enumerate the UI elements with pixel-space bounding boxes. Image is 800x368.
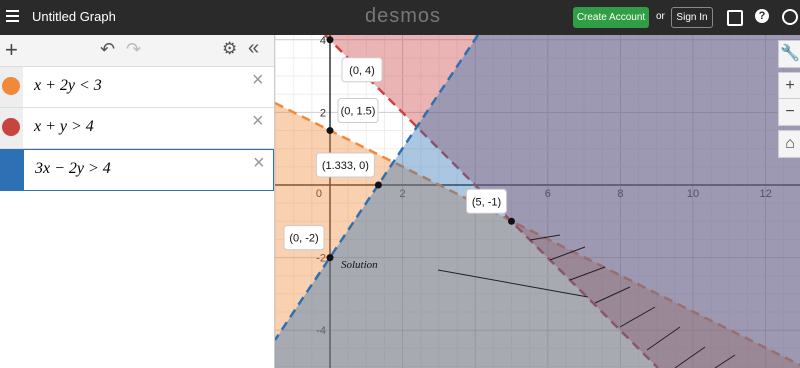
share-icon[interactable] [727,10,743,26]
help-icon[interactable]: ? [755,9,769,23]
hatch-line [674,346,706,368]
annotation-pointer [437,269,589,298]
create-account-button[interactable]: Create Account [573,7,649,28]
origin-label: 0 [316,188,322,200]
menu-icon[interactable] [6,10,19,12]
zoom-in[interactable]: + [778,72,800,100]
expression-icon[interactable] [0,67,23,107]
y-tick-label: 2 [320,107,326,119]
color-dot[interactable] [3,160,21,178]
hatch-line [714,354,736,368]
undo-button[interactable]: ↶ [100,39,116,59]
point-label-box [466,188,507,214]
expression-panel: + ↶ ↷ ⚙ « x + 2y < 3 × x + y > 4 × 3x − 2y >… [0,35,275,368]
inequality-region [325,35,800,368]
point [508,217,515,225]
x-tick-label: 8 [617,188,623,200]
home-button[interactable]: ⌂ [778,130,800,158]
expression-icon[interactable] [1,150,24,190]
boundary-line [324,35,659,368]
x-tick-label: 2 [400,188,406,200]
point-label: (5, -1) [472,196,501,208]
color-dot[interactable] [2,118,20,136]
expression-text[interactable]: 3x − 2y > 4 [35,160,111,177]
redo-button[interactable]: ↷ [126,39,142,59]
boundary-line [275,101,800,367]
point [326,36,334,44]
header: Untitled Graph desmos Create Account or … [0,0,800,35]
or-text: or [656,11,665,22]
graph: 2468101242-2-40 Solution(0, 4)(0, 1.5)(1… [275,35,800,368]
regions [275,35,800,368]
delete-button[interactable]: × [252,110,264,132]
toolbar: + ↶ ↷ ⚙ « [0,35,274,67]
x-tick-label: 10 [687,188,699,200]
expression-list: x + 2y < 3 × x + y > 4 × 3x − 2y > 4 × [0,67,274,191]
hatch-line [594,286,631,304]
overlay: Solution (0, 4) (0, 1.5) (1.333, 0) (5, -1) (… [283,36,736,368]
hatch-line [569,266,606,281]
point-label-box [283,225,325,251]
point-label-box [337,98,379,124]
y-tick-label: -4 [316,325,326,337]
settings-wrench[interactable]: 🔧 [778,40,800,68]
hatch-line [619,306,656,328]
x-tick-label: 6 [545,188,551,200]
annotation: Solution [341,259,378,271]
expression-icon[interactable] [0,108,23,148]
add-button[interactable]: + [5,37,18,62]
settings-button[interactable]: ⚙ [222,39,238,58]
y-tick-label: 4 [320,35,326,47]
expression-row[interactable]: 3x − 2y > 4 × [0,149,274,191]
point-label: (0, 1.5) [341,106,376,118]
point [326,254,334,262]
expression-text[interactable]: x + 2y < 3 [34,77,102,94]
collapse-button[interactable]: « [248,37,260,59]
hatch-line [549,246,586,261]
inequality-region [275,35,800,368]
language-icon[interactable] [782,9,798,25]
point-label: (0, -2) [289,233,318,245]
logo: desmos [365,5,442,27]
hatch-line [529,234,561,241]
expression-row[interactable]: x + 2y < 3 × [0,67,274,108]
color-dot[interactable] [2,77,20,95]
point [326,127,334,135]
expression-text[interactable]: x + y > 4 [34,118,94,135]
x-tick-label: 12 [759,188,771,200]
point-label-box [315,152,375,178]
point-label: (1.333, 0) [322,160,369,172]
zoom-out[interactable]: − [778,98,800,126]
inequality-region [275,103,800,368]
y-tick-label: -2 [316,253,326,265]
sign-in-button[interactable]: Sign In [671,7,713,28]
point-label-box [341,57,383,83]
delete-button[interactable]: × [253,152,265,174]
point-label: (0, 4) [349,65,375,77]
graph-title[interactable]: Untitled Graph [32,9,116,24]
expression-row[interactable]: x + y > 4 × [0,108,274,149]
delete-button[interactable]: × [252,69,264,91]
hatch-line [646,326,681,351]
point [374,181,382,189]
